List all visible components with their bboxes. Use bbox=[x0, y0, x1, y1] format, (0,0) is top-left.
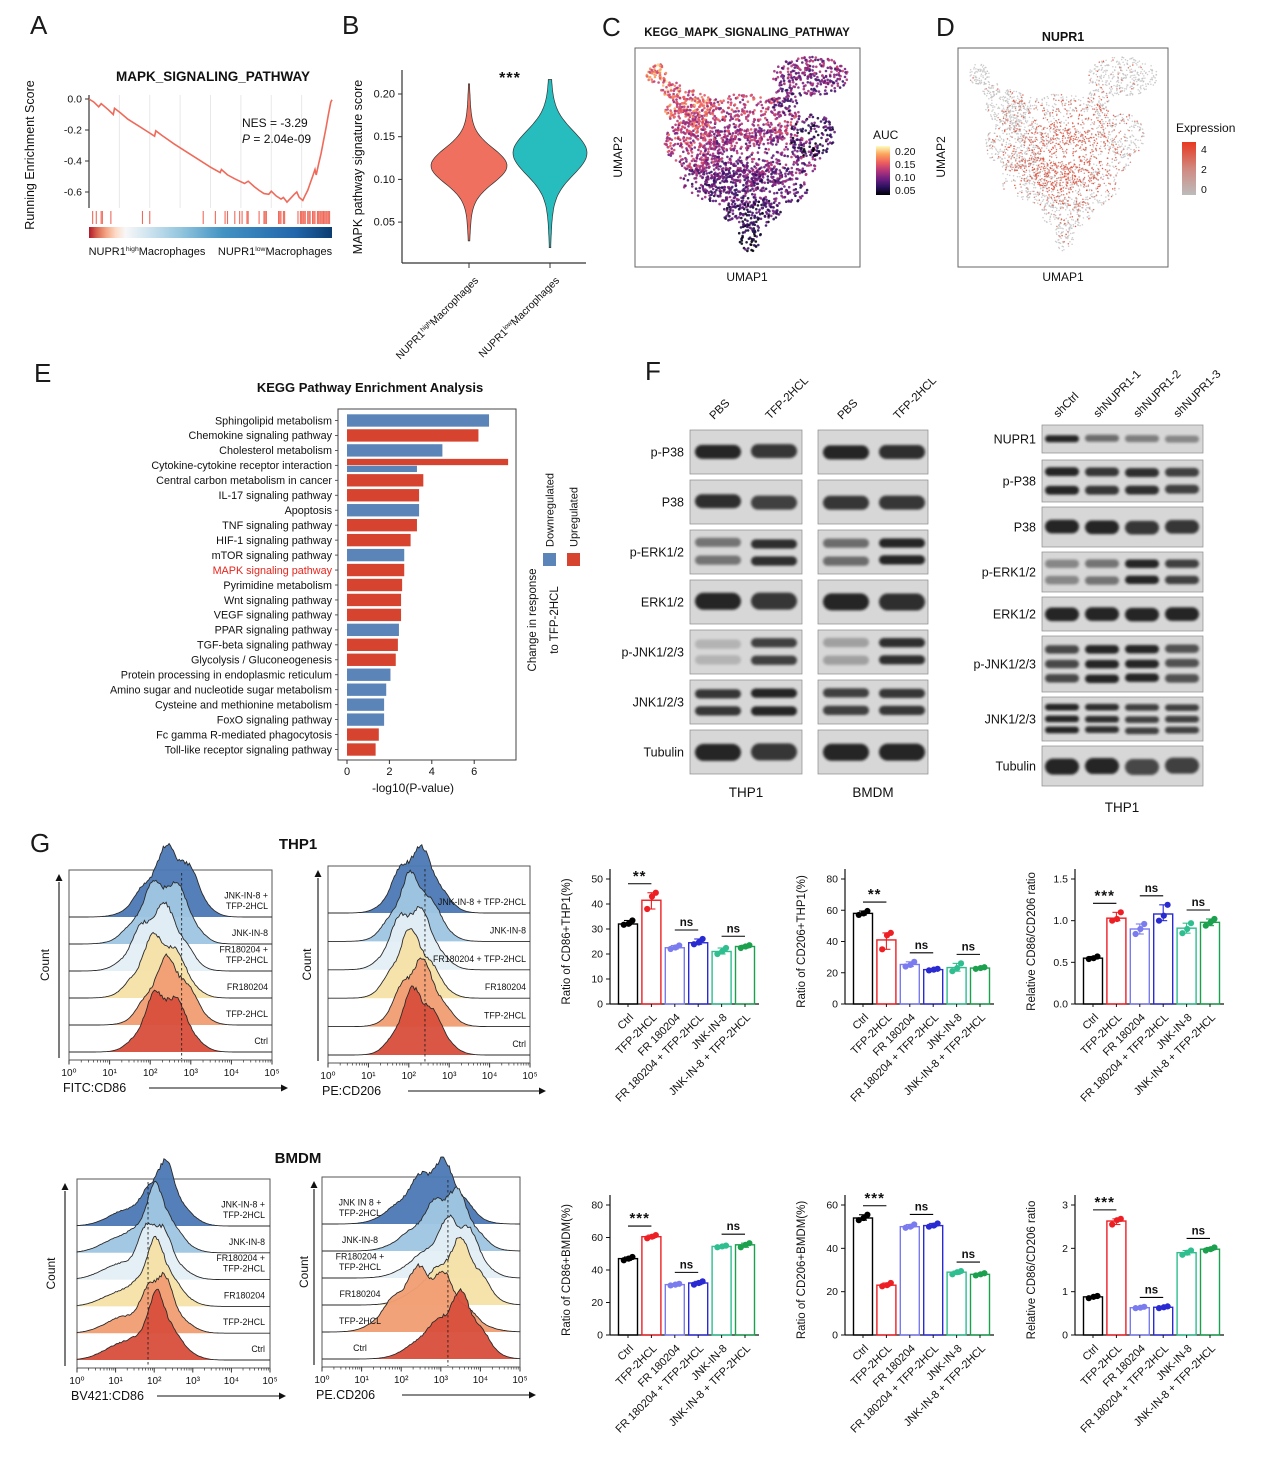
panel-label-b: B bbox=[342, 10, 360, 40]
panel-label-c: C bbox=[602, 12, 621, 42]
group-title-bmdm: BMDM bbox=[274, 1150, 322, 1167]
svg-text:NES = -3.29: NES = -3.29 bbox=[242, 116, 308, 130]
svg-text:NUPR1highMacrophages: NUPR1highMacrophages bbox=[394, 275, 481, 362]
svg-text:0.0: 0.0 bbox=[67, 94, 82, 106]
gsea-enrichment-plot: MAPK_SIGNALING_PATHWAY Running Enrichment… bbox=[23, 69, 333, 258]
panel-label-a: A bbox=[30, 10, 48, 40]
svg-text:0.15: 0.15 bbox=[895, 159, 916, 171]
svg-text:0.10: 0.10 bbox=[895, 172, 916, 184]
svg-text:-0.2: -0.2 bbox=[64, 125, 82, 137]
svg-text:0.05: 0.05 bbox=[374, 217, 395, 229]
svg-text:UMAP2: UMAP2 bbox=[611, 136, 625, 178]
svg-text:-0.6: -0.6 bbox=[64, 187, 82, 199]
panel-label-g: G bbox=[30, 828, 51, 858]
svg-text:UMAP1: UMAP1 bbox=[726, 270, 768, 284]
svg-text:NUPR1lowMacrophages: NUPR1lowMacrophages bbox=[477, 275, 563, 361]
svg-text:AUC: AUC bbox=[873, 128, 899, 142]
svg-text:Running Enrichment Score: Running Enrichment Score bbox=[23, 80, 37, 229]
violin-plot: MAPK pathway signature score 0.05 0.10 0.15… bbox=[351, 70, 588, 362]
svg-text:NUPR1highMacrophages: NUPR1highMacrophages bbox=[89, 246, 206, 258]
svg-text:KEGG_MAPK_SIGNALING_PATHWAY: KEGG_MAPK_SIGNALING_PATHWAY bbox=[644, 27, 850, 39]
western-blot-panel: PBS TFP-2HCL PBS TFP-2HCLp-P38P38p-ERK1/2ER… bbox=[621, 368, 1223, 815]
umap-auc-plot: KEGG_MAPK_SIGNALING_PATHWAY UMAP1 UMAP2 AUC… bbox=[611, 27, 916, 284]
panel-label-d: D bbox=[936, 12, 955, 42]
svg-text:-0.4: -0.4 bbox=[64, 156, 82, 168]
group-title-thp1: THP1 bbox=[278, 836, 318, 853]
svg-text:MAPK_SIGNALING_PATHWAY: MAPK_SIGNALING_PATHWAY bbox=[116, 69, 310, 84]
svg-text:P = 2.04e-09: P = 2.04e-09 bbox=[242, 132, 311, 146]
svg-text:MAPK pathway signature score: MAPK pathway signature score bbox=[351, 80, 365, 254]
svg-text:0.20: 0.20 bbox=[895, 146, 916, 158]
panel-label-f: F bbox=[645, 356, 661, 386]
kegg-enrichment-bar-chart: KEGG Pathway Enrichment AnalysisSphingol… bbox=[110, 380, 581, 795]
svg-text:0.20: 0.20 bbox=[374, 89, 395, 101]
panel-label-e: E bbox=[34, 358, 52, 388]
svg-text:NUPR1lowMacrophages: NUPR1lowMacrophages bbox=[218, 246, 333, 258]
svg-text:0.15: 0.15 bbox=[374, 131, 395, 143]
svg-text:***: *** bbox=[499, 70, 521, 87]
svg-text:0.05: 0.05 bbox=[895, 185, 916, 197]
svg-text:0.10: 0.10 bbox=[374, 174, 395, 186]
